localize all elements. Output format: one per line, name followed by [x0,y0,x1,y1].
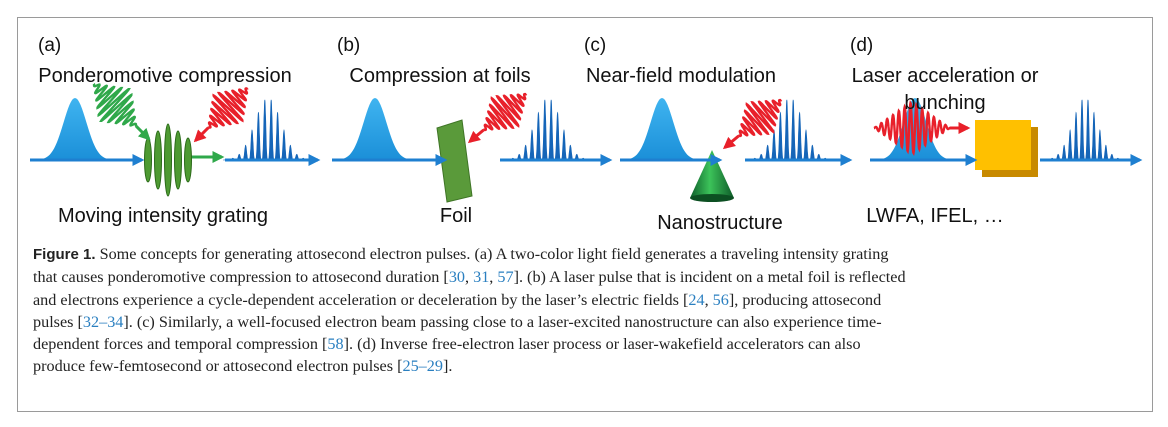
figure-caption: Figure 1. Some concepts for generating a… [33,243,906,378]
caption-text: , [465,268,474,287]
grating-fringe [184,137,192,183]
citation-link[interactable]: 31 [473,268,490,287]
panel-caption: Moving intensity grating [58,205,268,227]
caption-line: dependent forces and temporal compressio… [33,333,906,355]
caption-text: ]. (d) Inverse free-electron laser proce… [343,335,861,354]
panel-title: bunching [904,92,985,114]
panel-title: Laser acceleration or [852,65,1039,87]
citation-link[interactable]: 57 [497,268,514,287]
caption-line: Figure 1. Some concepts for generating a… [33,243,906,266]
panel-title: Ponderomotive compression [38,65,291,87]
cone [690,150,734,198]
caption-text: ]. [442,357,453,376]
light-pulse [193,87,249,143]
panel-title: Compression at foils [349,65,530,87]
grating-fringe [164,123,172,197]
citation-link[interactable]: 58 [327,335,344,354]
arrow [722,134,740,150]
illustrations [30,82,1143,203]
accelerator-box [975,120,1031,170]
figure-frame [17,17,1153,412]
light-pulse [873,100,971,156]
caption-text: produce few-femtosecond or attosecond el… [33,357,403,376]
attosecond-train [1043,99,1127,161]
citation-link[interactable]: 25–29 [402,357,443,376]
foil [436,119,473,203]
light-pulse [467,92,528,144]
caption-line: produce few-femtosecond or attosecond el… [33,355,906,377]
light-wave [207,87,249,129]
caption-text: , [489,268,498,287]
caption-text: ], producing attosecond [728,290,882,309]
arrow [193,126,210,143]
electron-pulse [33,98,117,160]
caption-text: ]. (c) Similarly, a well-focused electro… [123,312,882,331]
caption-label: Figure 1. [33,246,96,263]
caption-text: , [704,290,713,309]
caption-text: Some concepts for generating attosecond … [95,245,889,263]
grating-fringe [154,130,162,190]
panel-caption: Nanostructure [657,212,783,234]
caption-line: pulses [32–34]. (c) Similarly, a well-fo… [33,311,906,333]
panel-label: (a) [38,35,61,56]
citation-link[interactable]: 30 [448,268,466,287]
panel-label: (d) [850,35,873,56]
panel-caption: Foil [440,205,472,227]
caption-text: and electrons experience a cycle-depende… [33,290,689,309]
grating-fringe [144,137,152,183]
caption-text: that causes ponderomotive compression to… [33,268,449,287]
figure: (a) Ponderomotive compression Moving inten… [30,35,1143,234]
light-wave [482,92,528,132]
light-pulse [92,82,151,141]
caption-text: pulses [ [33,312,83,331]
citation-link[interactable]: 32–34 [82,312,124,331]
panel-caption: LWFA, IFEL, … [866,205,1003,227]
panel-label: (b) [337,35,360,56]
light-wave [92,82,138,128]
arrow [467,128,485,144]
citation-link[interactable]: 56 [712,290,729,309]
caption-text: ]. (b) A laser pulse that is incident on… [513,268,906,287]
light-wave [737,98,783,138]
caption-line: and electrons experience a cycle-depende… [33,289,906,311]
light-pulse [722,98,783,150]
electron-pulse [333,98,417,160]
panel-title: Near-field modulation [586,65,776,87]
light-wave [873,100,951,156]
panel-label: (c) [584,35,606,56]
arrow [135,125,151,141]
cone-base [690,194,734,202]
citation-link[interactable]: 24 [688,290,705,309]
electron-pulse [620,98,704,160]
caption-text: dependent forces and temporal compressio… [33,335,328,354]
grating-fringe [174,130,182,190]
caption-line: that causes ponderomotive compression to… [33,266,906,288]
